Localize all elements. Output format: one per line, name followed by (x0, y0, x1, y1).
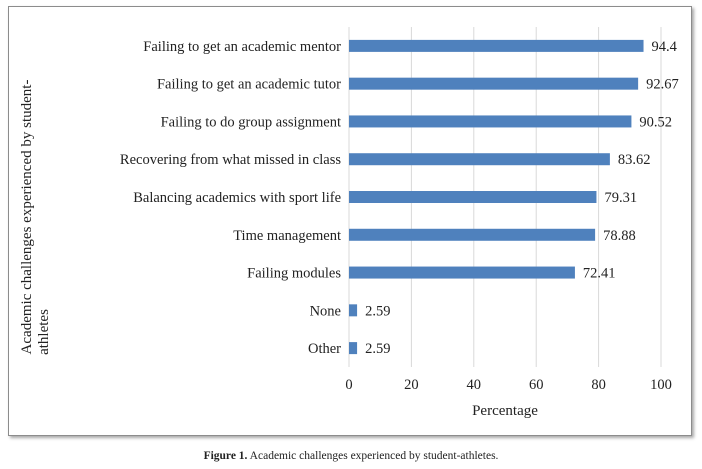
x-axis-title: Percentage (472, 403, 538, 419)
bar-2 (349, 77, 639, 90)
caption-label: Figure 1. (203, 450, 248, 462)
y-axis-title-line-2: athletes (36, 309, 52, 355)
value-label-7: 72.41 (583, 266, 616, 282)
x-tick-label-100: 100 (650, 377, 672, 393)
chart-frame: Failing to get an academic mentor 94.4 Fai… (8, 6, 692, 436)
category-label-8: None (310, 303, 341, 319)
value-label-1: 94.4 (652, 39, 678, 55)
value-label-9: 2.59 (365, 341, 390, 357)
value-label-6: 78.88 (603, 228, 636, 244)
value-label-3: 90.52 (639, 114, 672, 130)
category-label-1: Failing to get an academic mentor (143, 39, 341, 55)
x-tick-label-0: 0 (345, 377, 352, 393)
bar-3 (349, 115, 632, 128)
category-label-7: Failing modules (247, 266, 341, 282)
bar-9 (349, 342, 358, 355)
x-tick-label-40: 40 (467, 377, 482, 393)
x-tick-label-60: 60 (529, 377, 544, 393)
category-label-6: Time management (233, 228, 341, 244)
bar-4 (349, 153, 610, 166)
caption-text: Academic challenges experienced by stude… (247, 450, 499, 462)
value-label-2: 92.67 (646, 77, 679, 93)
value-label-5: 79.31 (604, 190, 637, 206)
bar-1 (349, 39, 644, 52)
figure-caption: Figure 1. Academic challenges experience… (0, 450, 702, 462)
bar-6 (349, 228, 596, 241)
value-label-8: 2.59 (365, 303, 390, 319)
bar-5 (349, 191, 597, 203)
x-tick-label-20: 20 (404, 377, 419, 393)
category-label-3: Failing to do group assignment (161, 114, 341, 130)
y-axis-title: Academic challenges experienced by stude… (19, 80, 52, 355)
x-tick-label-80: 80 (591, 377, 606, 393)
value-label-4: 83.62 (618, 152, 651, 168)
bar-8 (349, 304, 358, 317)
bar-7 (349, 266, 575, 279)
category-label-9: Other (308, 341, 341, 357)
y-axis-title-line-1: Academic challenges experienced by stude… (19, 80, 35, 355)
category-label-5: Balancing academics with sport life (133, 190, 341, 206)
category-label-4: Recovering from what missed in class (120, 152, 341, 168)
bar-chart: Failing to get an academic mentor 94.4 Fai… (19, 27, 679, 419)
category-label-2: Failing to get an academic tutor (157, 77, 341, 93)
